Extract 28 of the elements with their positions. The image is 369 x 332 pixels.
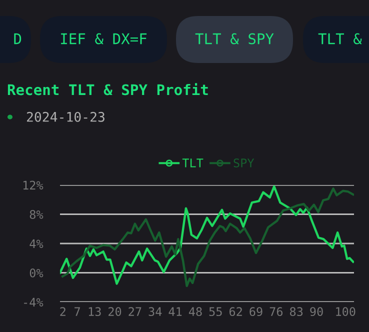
text: IEF & DX=F bbox=[61, 33, 147, 44]
chart-subtitle: 2024-10-23 bbox=[26, 112, 104, 122]
x-tick-label: 13 bbox=[88, 307, 101, 316]
x-tick-label: 20 bbox=[108, 307, 122, 316]
x-tick-label: 55 bbox=[209, 307, 222, 316]
y-tick-label: 0% bbox=[30, 268, 44, 278]
y-tick-label: -4% bbox=[24, 298, 44, 307]
y-tick-label: 8% bbox=[30, 210, 44, 219]
legend-label: SPY bbox=[234, 158, 254, 168]
y-tick-label: 4% bbox=[30, 239, 44, 248]
text: TLT & SPY bbox=[195, 33, 274, 44]
x-tick-label: 76 bbox=[270, 307, 283, 316]
x-tick-label: 34 bbox=[148, 307, 162, 316]
x-tick-label: 62 bbox=[229, 307, 242, 316]
text: D bbox=[14, 33, 22, 44]
x-tick-label: 48 bbox=[188, 307, 202, 316]
text: TLT & bbox=[318, 33, 362, 44]
x-tick-label: 100 bbox=[336, 307, 356, 316]
x-tick-label: 83 bbox=[290, 307, 303, 316]
x-tick-label: 27 bbox=[128, 307, 142, 316]
legend-label: TLT bbox=[182, 158, 204, 168]
y-tick-label: 12% bbox=[23, 180, 44, 190]
x-tick-label: 7 bbox=[74, 307, 80, 316]
x-tick-label: 2 bbox=[60, 307, 66, 316]
x-tick-label: 90 bbox=[310, 307, 323, 316]
x-tick-label: 41 bbox=[168, 307, 182, 316]
chart-title: Recent TLT & SPY Profit bbox=[8, 83, 208, 96]
x-tick-label: 69 bbox=[250, 307, 262, 316]
